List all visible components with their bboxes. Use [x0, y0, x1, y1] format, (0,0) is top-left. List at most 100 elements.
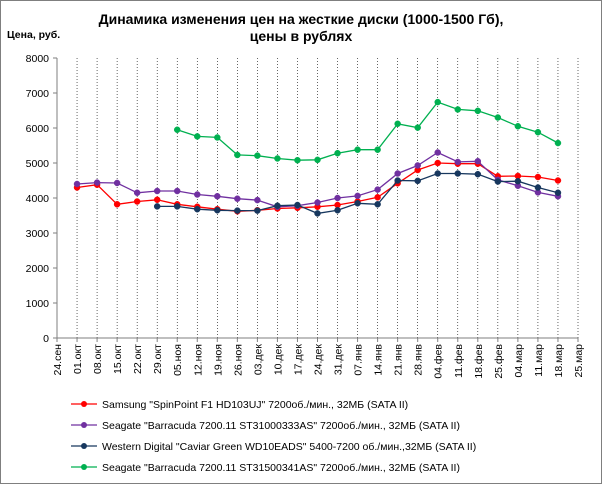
- x-tick-label: 25.мар: [573, 344, 585, 378]
- data-point: [194, 191, 201, 198]
- y-tick-label: 4000: [26, 193, 50, 205]
- data-point: [234, 151, 241, 159]
- data-point: [254, 207, 261, 214]
- data-point: [554, 177, 562, 184]
- data-point: [314, 156, 321, 164]
- data-point: [173, 203, 181, 210]
- x-tick-label: 10.дек: [272, 344, 284, 376]
- data-point: [414, 124, 421, 131]
- x-tick-label: 25.фев: [493, 344, 505, 379]
- data-point: [474, 170, 482, 178]
- data-point: [194, 205, 201, 213]
- data-point: [234, 195, 241, 202]
- x-tick-labels: 24.сен 01.окт 08.окт 15.окт 22.окт 29.окт 05.н…: [52, 344, 585, 379]
- data-point: [474, 107, 482, 115]
- data-point: [374, 194, 381, 201]
- data-point: [133, 198, 141, 205]
- data-point: [374, 146, 381, 153]
- data-point: [314, 199, 321, 206]
- x-tick-label: 26.ноя: [232, 344, 244, 376]
- data-point: [534, 173, 542, 181]
- data-point: [254, 152, 261, 159]
- data-point: [73, 180, 81, 188]
- legend-item-4: Seagate "Barracuda 7200.11 ST31500341AS"…: [71, 462, 460, 474]
- legend-item-3: Western Digital "Caviar Green WD10EADS" …: [71, 441, 476, 453]
- x-tick-label: 18.мар: [553, 344, 565, 378]
- x-tick-label: 05.ноя: [172, 344, 184, 376]
- x-tick-label: 07.янв: [353, 344, 365, 376]
- data-point: [153, 196, 161, 203]
- data-point: [514, 123, 522, 130]
- legend-item-1: Samsung "SpinPoint F1 HD103UJ" 7200об./м…: [71, 399, 408, 411]
- series-4: [173, 98, 562, 164]
- data-point: [374, 186, 381, 193]
- data-point: [454, 158, 462, 166]
- chart-title-line-1: Динамика изменения цен на жесткие диски …: [99, 11, 504, 27]
- x-tick-label: 24.сен: [52, 344, 64, 376]
- y-tick-label: 0: [43, 333, 49, 345]
- x-tick-label: 04.мар: [513, 344, 525, 378]
- x-tick-label: 01.окт: [72, 344, 84, 374]
- legend: Samsung "SpinPoint F1 HD103UJ" 7200об./м…: [71, 399, 476, 474]
- data-point: [394, 120, 401, 128]
- y-tick-label: 6000: [26, 123, 50, 135]
- data-point: [354, 146, 361, 153]
- x-tick-label: 11.фев: [453, 344, 465, 378]
- y-tick-label: 3000: [26, 228, 50, 240]
- data-point: [354, 200, 361, 207]
- x-tick-label: 03.дек: [252, 344, 264, 376]
- x-tick-label: 22.окт: [132, 344, 144, 374]
- data-point: [474, 158, 482, 165]
- data-point: [133, 189, 141, 196]
- data-point: [153, 187, 161, 195]
- data-point: [234, 207, 241, 214]
- legend-marker: [81, 464, 87, 470]
- data-point: [554, 189, 562, 196]
- data-point: [334, 207, 341, 214]
- legend-marker: [81, 401, 87, 407]
- data-point: [214, 193, 221, 200]
- data-point: [454, 170, 462, 177]
- y-tick-label: 8000: [26, 53, 50, 65]
- data-point: [113, 179, 121, 187]
- x-tick-label: 19.ноя: [212, 344, 224, 376]
- legend-label: Samsung "SpinPoint F1 HD103UJ" 7200об./м…: [102, 399, 408, 411]
- x-tick-label: 08.окт: [92, 344, 104, 374]
- data-point: [274, 155, 281, 162]
- data-point: [214, 207, 221, 214]
- data-point: [214, 134, 221, 141]
- x-tick-label: 15.окт: [112, 344, 124, 374]
- data-point: [113, 201, 121, 208]
- x-tick-label: 21.янв: [393, 344, 405, 376]
- data-point: [414, 162, 421, 169]
- data-point: [173, 126, 181, 133]
- x-tick-label: 29.окт: [152, 344, 164, 374]
- data-point: [434, 98, 441, 106]
- x-tick-label: 18.фев: [473, 344, 485, 379]
- data-point: [434, 170, 441, 177]
- data-point: [314, 210, 321, 217]
- data-point: [534, 184, 542, 191]
- legend-item-2: Seagate "Barracuda 7200.11 ST31000333AS"…: [71, 420, 460, 432]
- legend-label: Seagate "Barracuda 7200.11 ST31000333AS"…: [102, 420, 460, 432]
- data-point: [254, 196, 261, 204]
- x-tick-label: 14.янв: [373, 344, 385, 376]
- y-tick-label: 5000: [26, 158, 50, 170]
- data-point: [93, 179, 101, 186]
- data-point: [534, 128, 542, 136]
- x-tick-label: 17.дек: [292, 344, 304, 376]
- data-point: [294, 156, 301, 164]
- x-tick-label: 04.фев: [433, 344, 445, 379]
- x-tick-label: 24.дек: [313, 344, 325, 376]
- y-tick-labels: 0 1000 2000 3000 4000 5000 6000 7000 8000: [26, 53, 50, 345]
- data-point: [394, 177, 401, 184]
- gridlines: [76, 58, 579, 338]
- data-point: [294, 201, 301, 209]
- y-axis-label: Цена, руб.: [7, 29, 60, 41]
- series-3: [153, 170, 562, 217]
- data-point: [334, 194, 341, 202]
- data-point: [554, 139, 562, 147]
- data-point: [394, 170, 401, 177]
- data-point: [374, 201, 381, 208]
